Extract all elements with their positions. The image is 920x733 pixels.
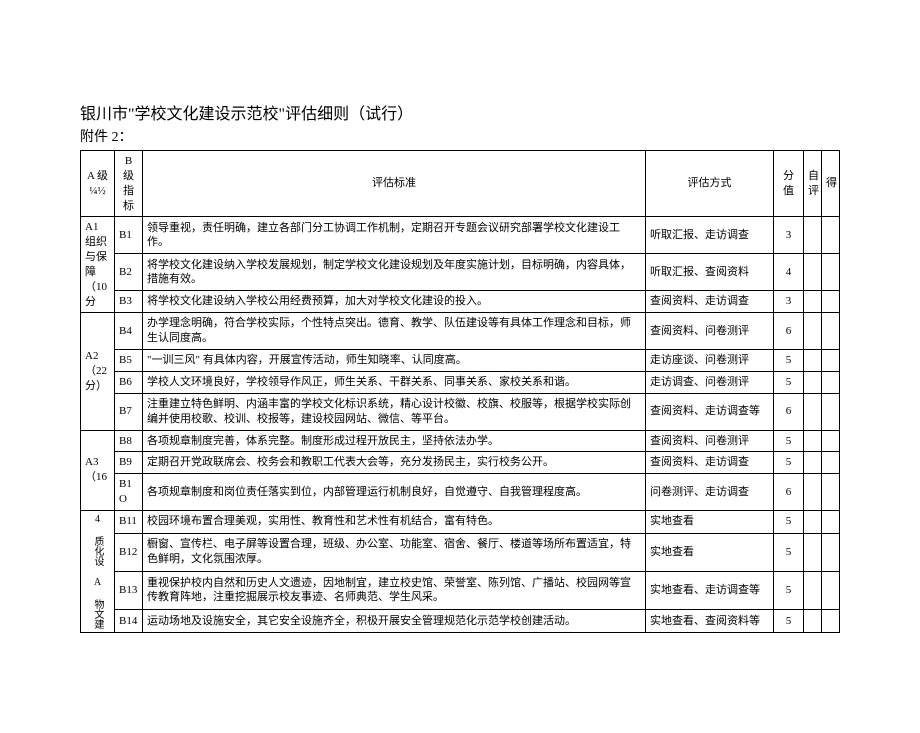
de-cell	[822, 291, 840, 313]
a-level-cell: 4 质化设 A 物文建	[81, 510, 115, 632]
b-code-cell: B1	[115, 217, 143, 254]
self-cell	[804, 350, 822, 372]
score-cell: 5	[774, 571, 804, 609]
b-code-cell: B9	[115, 452, 143, 474]
b-code-cell: B8	[115, 430, 143, 452]
a-level-cell: A3 （16	[81, 430, 115, 510]
b-code-cell: B11	[115, 510, 143, 533]
de-cell	[822, 510, 840, 533]
method-cell: 查阅资料、问卷测评	[646, 430, 774, 452]
b-code-cell: B13	[115, 571, 143, 609]
standard-cell: 定期召开党政联席会、校务会和教职工代表大会等，充分发扬民主，实行校务公开。	[143, 452, 646, 474]
standard-cell: 办学理念明确，符合学校实际，个性特点突出。德育、教学、队伍建设等有具体工作理念和…	[143, 313, 646, 350]
de-cell	[822, 533, 840, 571]
de-cell	[822, 313, 840, 350]
b-code-cell: B1O	[115, 474, 143, 511]
standard-cell: 领导重视，责任明确，建立各部门分工协调工作机制，定期召开专题会议研究部署学校文化…	[143, 217, 646, 254]
col-standard-header: 评估标准	[143, 151, 646, 217]
score-cell: 6	[774, 393, 804, 430]
self-cell	[804, 474, 822, 511]
de-cell	[822, 371, 840, 393]
self-cell	[804, 313, 822, 350]
score-cell: 5	[774, 350, 804, 372]
b-code-cell: B12	[115, 533, 143, 571]
col-self-header: 自评	[804, 151, 822, 217]
standard-cell: 将学校文化建设纳入学校公用经费预算，加大对学校文化建设的投入。	[143, 291, 646, 313]
col-b-header: B 级 指标	[115, 151, 143, 217]
standard-cell: 校园环境布置合理美观，实用性、教育性和艺术性有机结合，富有特色。	[143, 510, 646, 533]
doc-subtitle: 附件 2：	[80, 126, 840, 146]
de-cell	[822, 452, 840, 474]
self-cell	[804, 533, 822, 571]
method-cell: 听取汇报、走访调查	[646, 217, 774, 254]
score-cell: 5	[774, 452, 804, 474]
col-de-header: 得	[822, 151, 840, 217]
b-code-cell: B6	[115, 371, 143, 393]
standard-cell: 橱窗、宣传栏、电子屏等设置合理，班级、办公室、功能室、宿舍、餐厅、楼道等场所布置…	[143, 533, 646, 571]
de-cell	[822, 474, 840, 511]
self-cell	[804, 254, 822, 291]
self-cell	[804, 393, 822, 430]
standard-cell: 各项规章制度完善，体系完整。制度形成过程开放民主，坚持依法办学。	[143, 430, 646, 452]
self-cell	[804, 291, 822, 313]
method-cell: 查阅资料、走访调查等	[646, 393, 774, 430]
col-method-header: 评估方式	[646, 151, 774, 217]
method-cell: 查阅资料、问卷测评	[646, 313, 774, 350]
score-cell: 4	[774, 254, 804, 291]
self-cell	[804, 571, 822, 609]
b-code-cell: B4	[115, 313, 143, 350]
score-cell: 3	[774, 291, 804, 313]
b-code-cell: B5	[115, 350, 143, 372]
score-cell: 6	[774, 313, 804, 350]
score-cell: 3	[774, 217, 804, 254]
de-cell	[822, 350, 840, 372]
b-code-cell: B7	[115, 393, 143, 430]
b-code-cell: B3	[115, 291, 143, 313]
doc-title: 银川市"学校文化建设示范校"评估细则（试行）	[80, 100, 840, 124]
self-cell	[804, 217, 822, 254]
de-cell	[822, 217, 840, 254]
self-cell	[804, 371, 822, 393]
de-cell	[822, 430, 840, 452]
self-cell	[804, 430, 822, 452]
col-score-header: 分值	[774, 151, 804, 217]
standard-cell: "一训三风" 有具体内容，开展宣传活动，师生知晓率、认同度高。	[143, 350, 646, 372]
method-cell: 实地查看、走访调查等	[646, 571, 774, 609]
b-code-cell: B14	[115, 610, 143, 633]
method-cell: 走访座谈、问卷测评	[646, 350, 774, 372]
method-cell: 实地查看	[646, 510, 774, 533]
a-level-cell: A2 （22分）	[81, 313, 115, 430]
standard-cell: 注重建立特色鲜明、内涵丰富的学校文化标识系统，精心设计校徽、校旗、校服等，根据学…	[143, 393, 646, 430]
evaluation-table: A 级 ¼½B 级 指标评估标准评估方式分值自评得A1 组织与保障 （10分B1…	[80, 150, 840, 633]
score-cell: 5	[774, 610, 804, 633]
standard-cell: 重视保护校内自然和历史人文遗迹，因地制宜，建立校史馆、荣誉室、陈列馆、广播站、校…	[143, 571, 646, 609]
method-cell: 走访调查、问卷测评	[646, 371, 774, 393]
self-cell	[804, 510, 822, 533]
method-cell: 问卷测评、走访调查	[646, 474, 774, 511]
self-cell	[804, 610, 822, 633]
col-a-header: A 级 ¼½	[81, 151, 115, 217]
score-cell: 6	[774, 474, 804, 511]
score-cell: 5	[774, 533, 804, 571]
de-cell	[822, 254, 840, 291]
score-cell: 5	[774, 430, 804, 452]
method-cell: 听取汇报、查阅资料	[646, 254, 774, 291]
b-code-cell: B2	[115, 254, 143, 291]
standard-cell: 学校人文环境良好，学校领导作风正，师生关系、干群关系、同事关系、家校关系和谐。	[143, 371, 646, 393]
de-cell	[822, 610, 840, 633]
method-cell: 实地查看	[646, 533, 774, 571]
score-cell: 5	[774, 371, 804, 393]
de-cell	[822, 571, 840, 609]
a-level-cell: A1 组织与保障 （10分	[81, 217, 115, 313]
self-cell	[804, 452, 822, 474]
de-cell	[822, 393, 840, 430]
score-cell: 5	[774, 510, 804, 533]
standard-cell: 各项规章制度和岗位责任落实到位，内部管理运行机制良好，自觉遵守、自我管理程度高。	[143, 474, 646, 511]
method-cell: 实地查看、查阅资料等	[646, 610, 774, 633]
method-cell: 查阅资料、走访调查	[646, 291, 774, 313]
standard-cell: 运动场地及设施安全，其它安全设施齐全，积极开展安全管理规范化示范学校创建活动。	[143, 610, 646, 633]
standard-cell: 将学校文化建设纳入学校发展规划，制定学校文化建设规划及年度实施计划，目标明确，内…	[143, 254, 646, 291]
method-cell: 查阅资料、走访调查	[646, 452, 774, 474]
